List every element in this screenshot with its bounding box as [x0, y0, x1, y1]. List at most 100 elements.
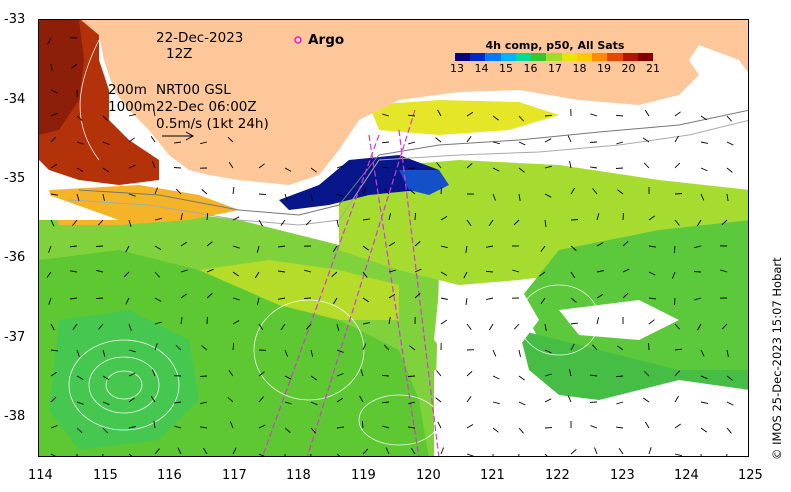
- current-vector: [539, 271, 546, 277]
- current-vector: [97, 219, 104, 226]
- lon-tick: 117: [222, 468, 247, 483]
- lat-tick: -36: [4, 250, 26, 265]
- current-vector: [674, 135, 679, 143]
- current-vector: [643, 397, 650, 403]
- current-vector: [492, 375, 500, 380]
- current-vector: [50, 193, 58, 196]
- current-vector: [102, 401, 110, 406]
- contour-200m: [78, 109, 748, 216]
- current-vector: [50, 323, 55, 331]
- current-vector: [284, 375, 292, 380]
- current-vector: [544, 138, 552, 143]
- lon-tick: 114: [28, 468, 53, 483]
- current-vector: [518, 115, 525, 122]
- nodata-patch-2: [434, 370, 748, 456]
- current-vector: [592, 188, 598, 195]
- current-vector: [544, 114, 553, 117]
- colorbar-label: 20: [621, 62, 636, 75]
- current-vector: [201, 345, 208, 351]
- colorbar-swatch: [500, 53, 516, 61]
- colorbar-label: 18: [572, 62, 587, 75]
- current-vector: [721, 323, 728, 330]
- current-vector: [544, 373, 552, 377]
- current-vector: [544, 398, 552, 403]
- current-vector: [570, 322, 578, 325]
- current-vector: [700, 167, 708, 172]
- current-vector: [381, 166, 390, 169]
- current-vector: [570, 297, 577, 303]
- current-vector: [648, 297, 656, 300]
- current-vector: [50, 396, 57, 403]
- current-vector: [232, 187, 235, 195]
- current-vector: [540, 245, 546, 252]
- current-vector: [232, 320, 240, 325]
- product-time-label: 22-Dec 06:00Z: [156, 99, 257, 115]
- current-vector: [700, 427, 707, 433]
- current-vector: [332, 245, 338, 253]
- current-vector: [489, 323, 494, 331]
- current-vector: [673, 245, 676, 254]
- current-vector: [76, 115, 83, 121]
- current-vector: [388, 213, 392, 221]
- lon-tick: 122: [545, 468, 570, 483]
- current-vector: [128, 323, 132, 331]
- current-vector: [414, 212, 416, 221]
- current-vector: [336, 219, 339, 227]
- lon-tick: 120: [416, 468, 441, 483]
- current-vector: [518, 167, 525, 173]
- current-vector: [408, 141, 416, 145]
- current-vector: [336, 453, 340, 456]
- current-vector: [362, 297, 370, 303]
- current-vector: [331, 271, 338, 277]
- current-vector: [700, 141, 708, 144]
- current-vector: [310, 427, 317, 434]
- current-vector: [362, 343, 367, 351]
- current-vector: [407, 114, 416, 117]
- current-vector: [409, 345, 416, 351]
- current-vector: [435, 137, 442, 143]
- current-vector: [232, 271, 240, 277]
- lat-tick: -38: [4, 409, 26, 424]
- current-vector: [408, 401, 416, 405]
- current-vector: [201, 189, 208, 195]
- current-vector: [128, 113, 136, 117]
- lat-tick: -33: [4, 12, 26, 27]
- colorbar-label: 13: [450, 62, 464, 75]
- current-vector: [154, 321, 162, 325]
- current-vector: [697, 323, 702, 331]
- colorbar-swatch: [470, 53, 486, 61]
- current-vector: [232, 342, 235, 351]
- current-vector: [180, 241, 188, 247]
- current-vector: [567, 135, 572, 143]
- current-vector: [570, 449, 577, 455]
- current-vector: [175, 188, 182, 195]
- current-vector: [229, 421, 234, 429]
- current-vector: [700, 375, 708, 380]
- current-vector: [570, 343, 575, 351]
- current-vector: [492, 141, 500, 145]
- current-vector: [50, 349, 58, 352]
- current-vector: [596, 242, 604, 247]
- current-vector: [414, 241, 421, 247]
- current-vector: [48, 297, 52, 305]
- current-vector: [310, 349, 314, 357]
- current-vector: [512, 269, 520, 273]
- current-vector: [280, 323, 286, 331]
- current-vector: [206, 268, 214, 273]
- current-vector: [50, 219, 55, 227]
- current-vector: [721, 219, 728, 226]
- current-vector: [644, 109, 650, 117]
- current-vector: [674, 111, 681, 117]
- nodata-patch-4: [39, 190, 119, 220]
- lat-tick: -34: [4, 92, 26, 107]
- nodata-patch-5: [559, 300, 679, 340]
- current-vector: [50, 453, 56, 456]
- current-vector: [227, 136, 234, 143]
- current-vector: [518, 453, 520, 456]
- colorbar-label: 21: [646, 62, 660, 75]
- current-vector: [174, 425, 182, 429]
- current-vector: [232, 447, 237, 455]
- current-vector: [258, 323, 264, 331]
- time-label: 12Z: [166, 46, 193, 62]
- current-vector: [102, 141, 110, 146]
